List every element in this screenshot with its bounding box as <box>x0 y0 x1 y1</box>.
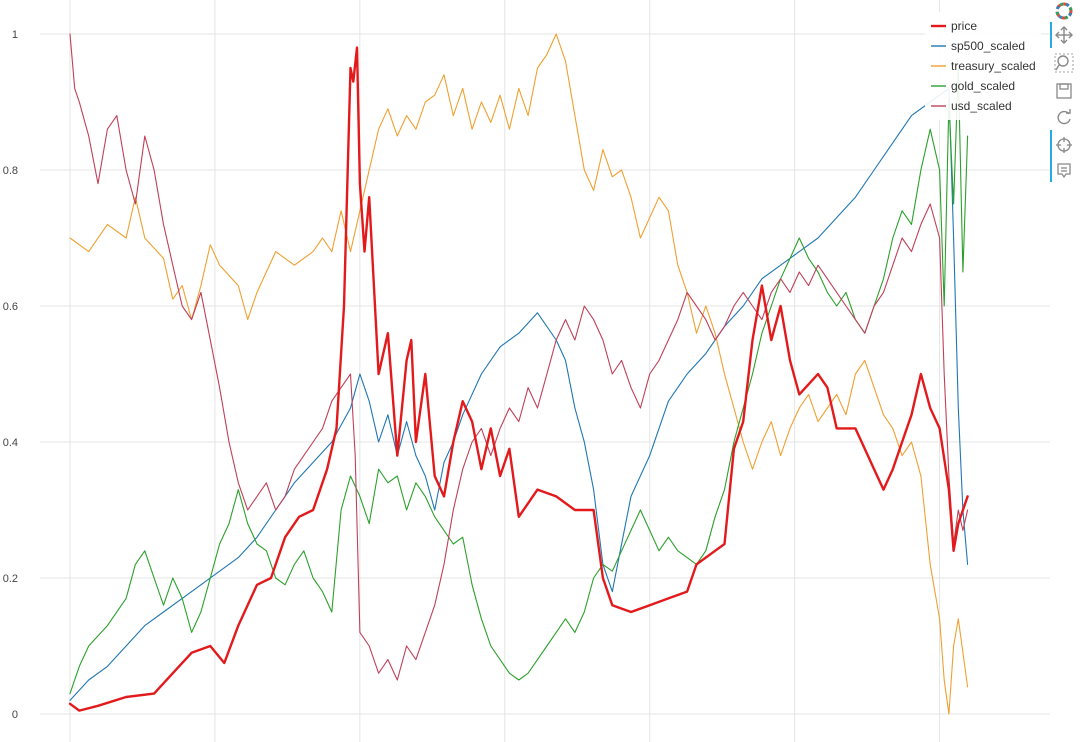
active-tool-indicator-2 <box>1050 130 1052 182</box>
y-tick-label: 0.4 <box>3 437 18 449</box>
series-line-gold-scaled <box>69 67 969 695</box>
crosshair-icon[interactable] <box>1053 134 1075 156</box>
y-tick-label: 0 <box>12 709 18 721</box>
series-line-price <box>68 46 969 712</box>
series-line-usd-scaled <box>69 33 969 681</box>
y-tick-label: 0.2 <box>3 573 18 585</box>
legend-label: treasury_scaled <box>951 59 1036 73</box>
legend-label: price <box>951 19 977 33</box>
chart-toolbar <box>1050 0 1080 742</box>
pan-icon[interactable] <box>1053 24 1075 46</box>
series-line-treasury-scaled <box>69 33 969 715</box>
save-icon[interactable] <box>1053 80 1075 102</box>
y-axis-ticks: 0 0.2 0.4 0.6 0.8 1 <box>3 29 18 721</box>
y-tick-label: 0.6 <box>3 301 18 313</box>
y-tick-label: 1 <box>12 29 18 41</box>
hover-icon[interactable] <box>1053 160 1075 182</box>
active-tool-indicator <box>1050 22 1052 48</box>
series-lines <box>68 33 969 715</box>
box-zoom-icon[interactable] <box>1053 52 1075 74</box>
series-line-sp500-scaled <box>69 87 969 701</box>
legend-label: usd_scaled <box>951 99 1012 113</box>
bokeh-logo-icon[interactable] <box>1053 0 1075 22</box>
reset-icon[interactable] <box>1053 106 1075 128</box>
legend-label: gold_scaled <box>951 79 1015 93</box>
legend-label: sp500_scaled <box>951 39 1025 53</box>
y-tick-label: 0.8 <box>3 165 18 177</box>
legend: price sp500_scaled treasury_scaled gold_sca… <box>925 12 1041 120</box>
